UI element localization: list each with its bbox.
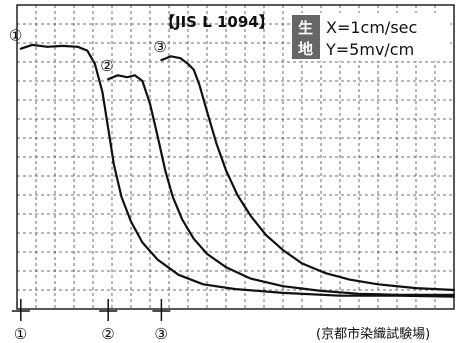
plot-frame xyxy=(16,4,455,310)
chart-title: 【JIS L 1094】 xyxy=(160,13,274,31)
y-scale-label: Y=5mv/cm xyxy=(325,40,414,59)
start-mark-2: ② xyxy=(101,325,114,343)
series-label-3: ③ xyxy=(153,38,166,56)
curves: ① ② ③ xyxy=(9,27,456,298)
series-label-2: ② xyxy=(100,57,113,75)
fabric-label-bottom: 地 xyxy=(298,40,313,58)
series-marks: ① ② ③ xyxy=(11,299,171,343)
source-label: (京都市染織試験場) xyxy=(316,326,430,342)
series-line-3 xyxy=(160,55,456,292)
series-label-1: ① xyxy=(9,27,22,45)
x-scale-label: X=1cm/sec xyxy=(326,18,417,37)
series-line-1 xyxy=(19,43,456,298)
fabric-label-top: 生 xyxy=(298,19,313,37)
fabric-label-box xyxy=(292,15,320,59)
grid xyxy=(17,5,454,309)
scale-legend: 生 地 X=1cm/sec Y=5mv/cm xyxy=(290,13,450,61)
series-line-2 xyxy=(107,74,456,296)
start-mark-3: ③ xyxy=(154,325,167,343)
start-mark-1: ① xyxy=(14,325,27,343)
